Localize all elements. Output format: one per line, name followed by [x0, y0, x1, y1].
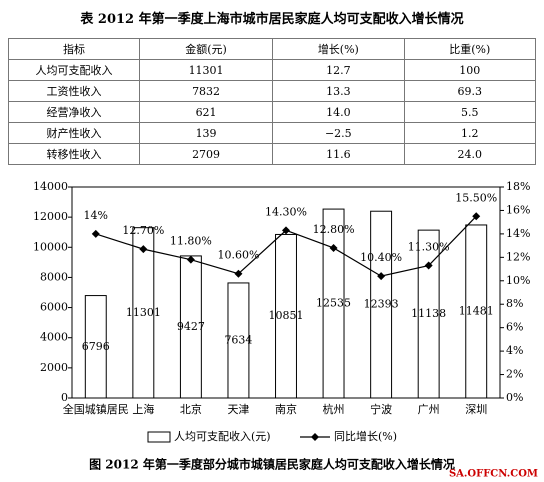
data-table: 指标 金额(元) 增长(%) 比重(%) 人均可支配收入 11301 12.7 100 工资性收… — [8, 38, 537, 165]
line-value-label: 12.70% — [122, 224, 164, 237]
header-row: 指标 金额(元) 增长(%) 比重(%) — [8, 38, 537, 60]
y2-tick-label: 2% — [506, 368, 523, 381]
bar — [275, 233, 297, 399]
line-marker — [186, 255, 195, 264]
x-tick-label: 宁波 — [370, 402, 392, 416]
line-marker — [282, 226, 290, 235]
table-row: 转移性收入 2709 11.6 24.0 — [8, 143, 537, 165]
y2-tick-label: 14% — [506, 227, 530, 240]
y2-tick-label: 4% — [506, 344, 523, 357]
y-tick-label: 0 — [61, 391, 68, 404]
bar-value-label: 9427 — [177, 320, 205, 333]
legend-swatch — [147, 431, 171, 443]
y2-tick-label: 18% — [506, 180, 530, 193]
line-value-label: 14.30% — [265, 205, 307, 218]
table-cell: 2709 — [138, 143, 274, 165]
table-cell: 14.0 — [272, 101, 405, 123]
y-tick-label: 2000 — [40, 361, 68, 374]
bar-value-label: 12393 — [364, 298, 399, 311]
y2-tick-label: 8% — [506, 297, 523, 310]
line-value-label: 15.50% — [455, 191, 497, 204]
table-title: 表 2012 年第一季度上海市城市居民家庭人均可支配收入增长情况 — [80, 12, 464, 27]
line-marker — [424, 261, 433, 270]
line-value-label: 11.80% — [170, 235, 212, 248]
bar — [465, 224, 488, 399]
y-tick-label: 8000 — [40, 270, 68, 283]
bar-value-label: 6796 — [82, 340, 110, 353]
line-value-label: 12.80% — [313, 223, 355, 236]
line-value-label: 11.30% — [408, 241, 450, 254]
table-cell: 11301 — [138, 59, 274, 81]
table-cell: 11.6 — [272, 143, 405, 165]
y2-tick-label: 0% — [506, 391, 523, 404]
bar — [84, 295, 107, 399]
x-tick-label: 北京 — [180, 402, 202, 416]
legend-label: 同比增长(%) — [334, 429, 397, 443]
line-marker — [91, 229, 100, 238]
bar-value-label: 12535 — [316, 297, 351, 310]
line-value-label: 10.60% — [217, 249, 259, 262]
bar-value-label: 11301 — [126, 306, 161, 319]
x-tick-label: 天津 — [227, 403, 249, 416]
y-tick-label: 4000 — [40, 331, 68, 344]
bar — [417, 229, 440, 399]
x-tick-label: 上海 — [132, 402, 154, 416]
bar — [227, 282, 250, 399]
x-tick-label: 广州 — [418, 403, 440, 416]
line-marker — [329, 243, 338, 252]
y2-tick-label: 16% — [506, 203, 530, 216]
line-marker — [472, 212, 481, 221]
y2-tick-label: 10% — [506, 274, 530, 287]
legend-label: 人均可支配收入(元) — [174, 429, 271, 443]
bar — [370, 210, 393, 399]
y-tick-label: 10000 — [33, 240, 68, 253]
line-marker — [377, 272, 386, 281]
table-cell: 24.0 — [403, 143, 537, 165]
line-value-label: 10.40% — [360, 251, 402, 264]
x-tick-label: 杭州 — [323, 402, 345, 416]
bar-value-label: 7634 — [224, 333, 252, 346]
table-row: 工资性收入 7832 13.3 69.3 — [8, 80, 537, 102]
table-cell: 100 — [403, 59, 537, 81]
table-row: 财产性收入 139 −2.5 1.2 — [8, 122, 537, 144]
table-cell: 工资性收入 — [8, 80, 140, 102]
x-tick-label: 深圳 — [465, 403, 487, 416]
chart-caption: 图 2012 年第一季度部分城市城镇居民家庭人均可支配收入增长情况 — [89, 457, 455, 472]
x-tick-label: 全国城镇居民 — [63, 402, 129, 416]
bar-value-label: 10851 — [269, 309, 304, 322]
y2-tick-label: 6% — [506, 321, 523, 334]
bar-value-label: 11481 — [459, 304, 494, 317]
watermark: SA.OFFCN.COM — [449, 469, 538, 480]
x-tick-label: 南京 — [275, 402, 297, 416]
y-tick-label: 6000 — [40, 301, 68, 314]
line-value-label: 14% — [84, 209, 108, 222]
line-marker — [139, 245, 148, 254]
table-cell: 转移性收入 — [8, 143, 140, 165]
y2-tick-label: 12% — [506, 250, 530, 263]
line-marker — [234, 269, 243, 278]
bar-value-label: 11138 — [411, 307, 446, 320]
y-tick-label: 12000 — [33, 210, 68, 223]
table-row: 经营净收入 621 14.0 5.5 — [8, 101, 537, 123]
header-cell: 金额(元) — [138, 38, 274, 60]
y-tick-label: 14000 — [33, 180, 68, 193]
legend-marker — [311, 433, 319, 441]
bar — [132, 227, 155, 399]
bar — [322, 208, 345, 399]
